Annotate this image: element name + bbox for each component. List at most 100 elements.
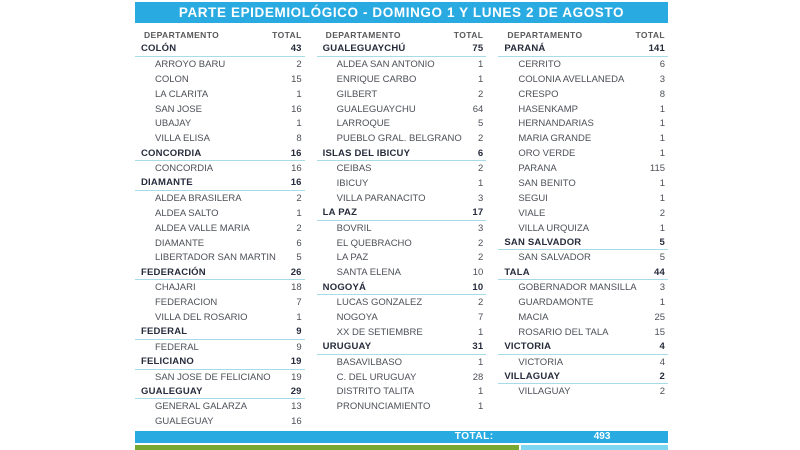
locality-row: SAN SALVADOR 5: [498, 250, 668, 265]
locality-total: 1: [478, 177, 484, 189]
locality-total: 16: [291, 103, 302, 115]
locality-row: CHAJARI 18: [135, 280, 305, 295]
department-total: 2: [659, 371, 666, 383]
department-row: URUGUAY 31: [316, 340, 487, 355]
locality-name: EL QUEBRACHO: [336, 237, 412, 249]
department-row: FEDERACIÓN 26: [135, 265, 305, 281]
locality-name: COLON: [155, 73, 189, 85]
locality-row: VICTORIA 4: [498, 355, 668, 370]
locality-total: 8: [659, 88, 666, 100]
locality-total: 1: [659, 133, 666, 145]
locality-row: IBICUY 1: [317, 176, 487, 191]
locality-row: VILLA PARANACITO 3: [317, 191, 487, 206]
locality-row: CERRITO 6: [498, 57, 668, 72]
locality-total: 2: [478, 163, 484, 175]
locality-total: 1: [478, 326, 484, 338]
department-row: FEDERAL 9: [135, 325, 305, 340]
locality-total: 16: [291, 163, 302, 175]
department-header-label: DEPARTAMENTO: [325, 29, 401, 40]
locality-total: 2: [659, 386, 666, 398]
locality-row: VILLAGUAY 2: [498, 384, 668, 399]
locality-row: FEDERAL 9: [135, 340, 305, 355]
locality-row: EL QUEBRACHO 2: [317, 236, 487, 251]
locality-name: GUALEGUAYCHU: [336, 103, 416, 115]
locality-total: 28: [472, 371, 484, 383]
locality-row: ENRIQUE CARBO 1: [317, 72, 487, 87]
department-name: DIAMANTE: [141, 177, 193, 189]
department-name: FEDERACIÓN: [141, 266, 206, 278]
locality-name: ENRIQUE CARBO: [336, 73, 417, 85]
department-row: GUALEGUAYCHÚ 75: [316, 42, 487, 57]
locality-total: 1: [659, 103, 666, 115]
locality-total: 19: [291, 371, 302, 383]
locality-row: GOBERNADOR MANSILLA 3: [498, 280, 668, 295]
department-total: 43: [290, 43, 302, 55]
locality-name: ROSARIO DEL TALA: [518, 326, 609, 338]
locality-total: 3: [478, 192, 484, 204]
locality-total: 1: [478, 58, 484, 70]
locality-row: BASAVILBASO 1: [317, 355, 487, 370]
locality-total: 2: [296, 222, 302, 234]
locality-total: 25: [654, 311, 666, 323]
locality-name: NOGOYA: [336, 311, 378, 323]
locality-total: 7: [478, 311, 484, 323]
locality-row: XX DE SETIEMBRE 1: [317, 325, 487, 340]
locality-name: LARROQUE: [336, 118, 390, 130]
locality-name: ALDEA BRASILERA: [155, 192, 242, 204]
department-total: 26: [290, 266, 302, 278]
locality-total: 2: [478, 252, 484, 264]
locality-total: 6: [296, 237, 302, 249]
locality-name: CRESPO: [518, 88, 559, 100]
department-row: DIAMANTE 16: [135, 176, 305, 191]
locality-total: 5: [659, 252, 666, 264]
locality-row: HASENKAMP 1: [498, 102, 668, 117]
locality-row: VILLA ELISA 8: [135, 131, 305, 146]
locality-row: SAN JOSE DE FELICIANO 19: [135, 370, 305, 385]
locality-row: VIALE 2: [498, 206, 668, 221]
locality-row: GUARDAMONTE 1: [498, 295, 668, 310]
department-name: VICTORIA: [504, 341, 552, 353]
locality-name: DIAMANTE: [155, 237, 205, 249]
grand-total-value: 493: [593, 431, 611, 442]
locality-row: GENERAL GALARZA 13: [135, 399, 305, 414]
locality-name: VICTORIA: [518, 356, 564, 368]
total-header-label: TOTAL: [635, 29, 666, 40]
department-name: FELICIANO: [141, 356, 194, 368]
locality-name: VILLA ELISA: [155, 133, 210, 145]
bottom-decoration: [135, 445, 668, 450]
locality-row: PUEBLO GRAL. BELGRANO 2: [317, 131, 487, 146]
locality-name: MARIA GRANDE: [518, 133, 592, 145]
locality-total: 5: [478, 118, 484, 130]
department-total: 19: [290, 356, 302, 368]
locality-row: GUALEGUAYCHU 64: [317, 102, 487, 117]
locality-total: 1: [296, 118, 302, 130]
locality-row: SAN BENITO 1: [498, 176, 668, 191]
department-row: SAN SALVADOR 5: [498, 236, 669, 251]
department-total: 16: [290, 147, 302, 159]
locality-total: 2: [659, 207, 666, 219]
locality-total: 5: [296, 252, 302, 264]
locality-name: GUALEGUAY: [155, 416, 214, 428]
locality-row: SAN JOSE 16: [135, 102, 305, 117]
locality-name: ORO VERDE: [518, 148, 576, 160]
department-total: 5: [659, 237, 666, 249]
locality-total: 64: [472, 103, 484, 115]
locality-row: ORO VERDE 1: [498, 146, 668, 161]
department-row: NOGOYÁ 10: [316, 280, 487, 296]
locality-total: 3: [478, 222, 484, 234]
department-total: 16: [290, 177, 302, 189]
locality-name: HASENKAMP: [518, 103, 578, 115]
locality-total: 6: [659, 58, 666, 70]
column-header: DEPARTAMENTO TOTAL: [317, 27, 487, 42]
department-row: VILLAGUAY 2: [498, 370, 669, 385]
column-2: DEPARTAMENTO TOTAL GUALEGUAYCHÚ 75 ALDEA SAN…: [316, 27, 487, 429]
locality-row: PARANA 115: [498, 161, 668, 176]
locality-total: 1: [659, 118, 666, 130]
department-header-label: DEPARTAMENTO: [507, 29, 583, 40]
locality-name: GENERAL GALARZA: [155, 401, 248, 413]
department-name: SAN SALVADOR: [504, 237, 582, 249]
locality-name: IBICUY: [336, 177, 369, 189]
department-total: 4: [659, 341, 666, 353]
locality-name: VILLA URQUIZA: [518, 222, 590, 234]
grand-total-label: TOTAL:: [454, 431, 494, 442]
